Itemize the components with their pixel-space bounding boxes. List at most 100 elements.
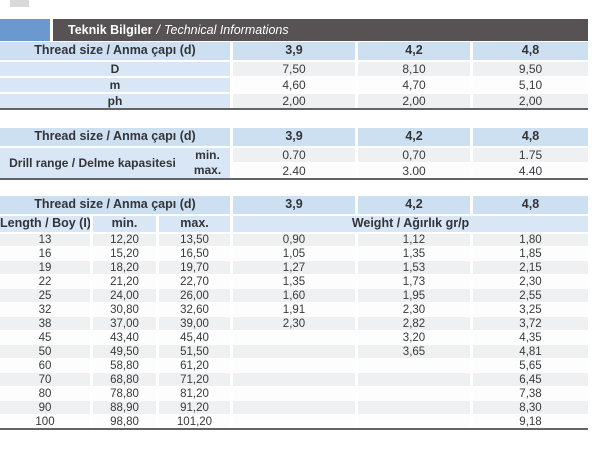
value-cell: 0,70 xyxy=(355,146,471,162)
value-cell: 49,50 xyxy=(90,344,156,359)
value-cell: 3,20 xyxy=(355,330,470,345)
size-col-header: 4,8 xyxy=(470,42,588,60)
value-cell xyxy=(230,386,355,401)
value-cell: 2,00 xyxy=(470,92,588,108)
table-row: 100 98,80 101,20 9,18 xyxy=(0,414,588,429)
value-cell: 0.70 xyxy=(230,146,356,162)
table-row: 80 78,80 81,20 7,38 xyxy=(0,386,588,401)
drill-min-row: Drill range / Delme kapasitesi min. 0.70… xyxy=(0,146,589,178)
value-cell: 58,80 xyxy=(90,358,156,373)
weight-header: Weight / Ağırlık gr/p xyxy=(230,214,588,232)
value-cell: 3,72 xyxy=(470,316,588,331)
value-cell: 2,82 xyxy=(355,316,470,331)
length-weight-table: Thread size / Anma çapı (d) 3,9 4,2 4,8 … xyxy=(0,196,588,431)
value-cell xyxy=(230,330,355,345)
value-cell xyxy=(355,358,470,373)
drill-range-table: Thread size / Anma çapı (d) 3,9 4,2 4,8 … xyxy=(0,128,589,180)
value-cell: 39,00 xyxy=(156,316,230,331)
thread-size-header: Thread size / Anma çapı (d) xyxy=(0,42,230,60)
length-cell: 50 xyxy=(0,344,90,359)
value-cell xyxy=(230,400,355,415)
table-row: 50 49,50 51,50 3,65 4,81 xyxy=(0,344,588,359)
value-cell: 43,40 xyxy=(90,330,156,345)
value-cell: 30,80 xyxy=(90,302,156,317)
size-col-header: 4,8 xyxy=(470,196,588,214)
length-cell: 13 xyxy=(0,232,90,247)
value-cell: 2,00 xyxy=(230,92,355,108)
dimensions-table: Thread size / Anma çapı (d) 3,9 4,2 4,8 … xyxy=(0,42,588,110)
length-cell: 25 xyxy=(0,288,90,303)
value-cell: 21,20 xyxy=(90,274,156,289)
size-col-header: 4,8 xyxy=(470,128,589,146)
value-cell: 22,70 xyxy=(156,274,230,289)
value-cell xyxy=(230,358,355,373)
value-cell: 26,00 xyxy=(156,288,230,303)
value-cell: 45,40 xyxy=(156,330,230,345)
section-header-bar: Teknik Bilgiler / Technical Informations xyxy=(53,19,588,41)
value-cell: 1,60 xyxy=(230,288,355,303)
table-row: 19 18,20 19,70 1,27 1,53 2,15 xyxy=(0,260,588,275)
value-cell: 1,85 xyxy=(470,246,588,261)
value-cell: 1,12 xyxy=(355,232,470,247)
subheader-row: Length / Boy (I) min. max. Weight / Ağır… xyxy=(0,214,588,232)
value-cell: 5,65 xyxy=(470,358,588,373)
value-cell: 2,30 xyxy=(470,274,588,289)
table-row: 90 88,90 91,20 8,30 xyxy=(0,400,588,415)
value-cell: 101,20 xyxy=(156,414,230,429)
value-cell: 4,70 xyxy=(355,76,470,92)
value-cell: 91,20 xyxy=(156,400,230,415)
max-col-header: max. xyxy=(156,214,230,232)
length-cell: 70 xyxy=(0,372,90,387)
row-label: D xyxy=(0,60,230,76)
thread-size-header: Thread size / Anma çapı (d) xyxy=(0,196,230,214)
table-row: 25 24,00 26,00 1,60 1,95 2,55 xyxy=(0,288,588,303)
value-cell: 3.00 xyxy=(355,162,471,178)
value-cell xyxy=(230,372,355,387)
length-weight-rows: 13 12,20 13,50 0,90 1,12 1,80 16 15,20 16,50 1,05… xyxy=(0,232,588,429)
title-separator: / xyxy=(156,23,160,37)
length-cell: 100 xyxy=(0,414,90,429)
value-cell: 32,60 xyxy=(156,302,230,317)
min-label: min. xyxy=(185,146,231,162)
value-cell: 1,27 xyxy=(230,260,355,275)
size-col-header: 4,2 xyxy=(355,128,471,146)
value-cell: 2,00 xyxy=(355,92,470,108)
length-cell: 22 xyxy=(0,274,90,289)
page-edge-artifact xyxy=(10,0,29,7)
value-cell: 1,80 xyxy=(470,232,588,247)
value-cell: 19,70 xyxy=(156,260,230,275)
table-row: 38 37,00 39,00 2,30 2,82 3,72 xyxy=(0,316,588,331)
size-col-header: 4,2 xyxy=(355,196,470,214)
table-row: 16 15,20 16,50 1,05 1,35 1,85 xyxy=(0,246,588,261)
table-row: 70 68,80 71,20 6,45 xyxy=(0,372,588,387)
value-cell xyxy=(355,414,470,429)
size-col-header: 3,9 xyxy=(230,42,355,60)
value-cell xyxy=(230,344,355,359)
table-row: 32 30,80 32,60 1,91 2,30 3,25 xyxy=(0,302,588,317)
table-header-row: Thread size / Anma çapı (d) 3,9 4,2 4,8 xyxy=(0,128,589,146)
value-cell: 4.40 xyxy=(470,162,589,178)
value-cell: 18,20 xyxy=(90,260,156,275)
value-cell: 24,00 xyxy=(90,288,156,303)
value-cell: 7,50 xyxy=(230,60,355,76)
value-cell: 51,50 xyxy=(156,344,230,359)
value-cell: 1,35 xyxy=(230,274,355,289)
min-col-header: min. xyxy=(90,214,156,232)
value-cell: 16,50 xyxy=(156,246,230,261)
value-cell: 68,80 xyxy=(90,372,156,387)
row-label: m xyxy=(0,76,230,92)
value-cell: 6,45 xyxy=(470,372,588,387)
value-cell: 13,50 xyxy=(156,232,230,247)
value-cell: 5,10 xyxy=(470,76,588,92)
table-row: 60 58,80 61,20 5,65 xyxy=(0,358,588,373)
drill-max-row: max. 2.40 3.00 4.40 xyxy=(0,162,589,178)
value-cell: 0,90 xyxy=(230,232,355,247)
table-header-row: Thread size / Anma çapı (d) 3,9 4,2 4,8 xyxy=(0,42,588,60)
value-cell: 8,30 xyxy=(470,400,588,415)
value-cell: 3,65 xyxy=(355,344,470,359)
value-cell: 1,53 xyxy=(355,260,470,275)
length-col-header: Length / Boy (I) xyxy=(0,214,90,232)
thread-size-header: Thread size / Anma çapı (d) xyxy=(0,128,231,146)
value-cell: 98,80 xyxy=(90,414,156,429)
